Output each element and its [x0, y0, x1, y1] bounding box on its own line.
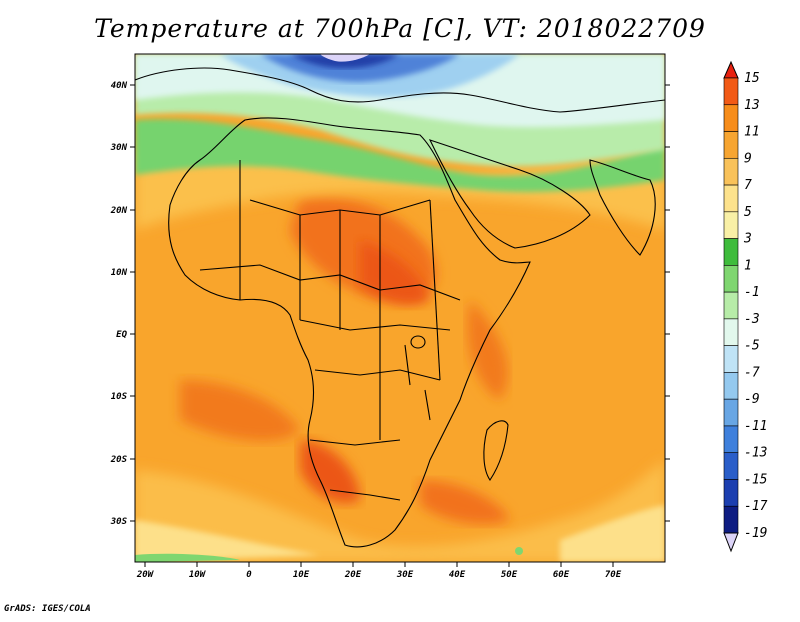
- lat-tick-label: EQ: [116, 330, 127, 340]
- colorbar-swatch: [723, 265, 739, 293]
- colorbar-swatch: [723, 157, 739, 186]
- lon-tick-label: 0: [246, 570, 252, 580]
- colorbar-label: 9: [744, 151, 752, 166]
- lat-tick-label: 10S: [111, 392, 128, 402]
- colorbar-label: -3: [744, 312, 760, 327]
- lon-tick-label: 20E: [344, 570, 362, 580]
- colorbar-label: -11: [744, 419, 767, 434]
- lat-tick-label: 40N: [111, 81, 128, 91]
- lat-tick-label: 30S: [110, 517, 128, 527]
- colorbar-swatch: [723, 318, 739, 346]
- colorbar-swatch: [723, 131, 739, 159]
- colorbar-top-arrow: [723, 60, 739, 79]
- lon-tick-label: 70E: [605, 570, 622, 580]
- colorbar-label: -9: [744, 392, 760, 407]
- lat-axis: 40N 30N 20N 10N EQ 10S 20S 30S: [110, 81, 670, 527]
- colorbar-swatch: [723, 211, 739, 239]
- plot-frame: [134, 53, 666, 563]
- grads-credit: GrADS: IGES/COLA: [4, 604, 91, 614]
- lon-tick-label: 60E: [553, 570, 570, 580]
- colorbar-label: 13: [744, 98, 760, 113]
- colorbar-swatch: [723, 479, 739, 507]
- lat-tick-label: 30N: [110, 143, 128, 153]
- colorbar-label: -13: [744, 446, 767, 461]
- colorbar-swatch: [723, 77, 739, 106]
- colorbar-label: -17: [744, 499, 768, 514]
- colorbar-swatch: [723, 184, 739, 213]
- lon-tick-label: 20W: [136, 570, 155, 580]
- colorbar-swatch: [723, 291, 739, 320]
- colorbar-label: -19: [744, 526, 767, 541]
- colorbar-swatch: [723, 104, 739, 132]
- colorbar-label: 1: [744, 258, 752, 273]
- colorbar-label: 3: [743, 232, 752, 247]
- colorbar: 15 13 11 9 7 5 3 1 -1 -3 -5 -7 -9 -11 -13 -15 -17 -19: [723, 60, 768, 553]
- colorbar-label: -5: [744, 339, 760, 354]
- lat-tick-label: 20S: [110, 455, 128, 465]
- colorbar-swatch: [723, 505, 739, 534]
- colorbar-swatch: [723, 452, 739, 480]
- colorbar-swatch: [723, 372, 739, 400]
- colorbar-label: 15: [744, 71, 760, 86]
- lat-tick-label: 10N: [111, 268, 128, 278]
- lon-tick-label: 50E: [501, 570, 518, 580]
- colorbar-label: -7: [744, 365, 760, 380]
- temperature-field: [135, 54, 665, 562]
- colorbar-bottom-arrow: [723, 532, 739, 553]
- colorbar-label: 7: [744, 178, 752, 193]
- colorbar-label: 5: [744, 205, 752, 220]
- colorbar-swatch: [723, 345, 739, 373]
- colorbar-label: -15: [744, 472, 768, 487]
- map-title: Temperature at 700hPa [C], VT: 201802270…: [94, 14, 706, 43]
- colorbar-swatch: [723, 398, 739, 427]
- lon-axis: 20W 10W 0 10E 20E 30E 40E 50E 60E 70E: [136, 562, 622, 580]
- colorbar-swatch: [723, 238, 739, 266]
- lon-tick-label: 40E: [449, 570, 466, 580]
- colorbar-swatch: [723, 425, 739, 454]
- lon-tick-label: 30E: [396, 570, 414, 580]
- lat-tick-label: 20N: [110, 206, 128, 216]
- lon-tick-label: 10E: [293, 570, 310, 580]
- colorbar-label: -1: [744, 285, 760, 300]
- country-borders: [135, 67, 665, 548]
- lon-tick-label: 10W: [189, 570, 207, 580]
- colorbar-label: 11: [744, 125, 760, 140]
